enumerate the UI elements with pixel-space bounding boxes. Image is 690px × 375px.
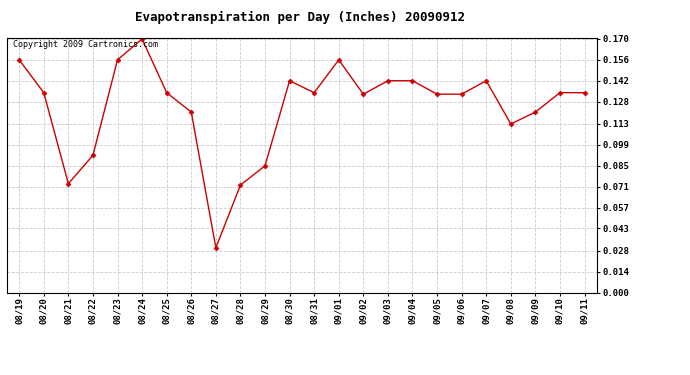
Text: Evapotranspiration per Day (Inches) 20090912: Evapotranspiration per Day (Inches) 2009…	[135, 11, 465, 24]
Text: Copyright 2009 Cartronics.com: Copyright 2009 Cartronics.com	[13, 40, 158, 49]
